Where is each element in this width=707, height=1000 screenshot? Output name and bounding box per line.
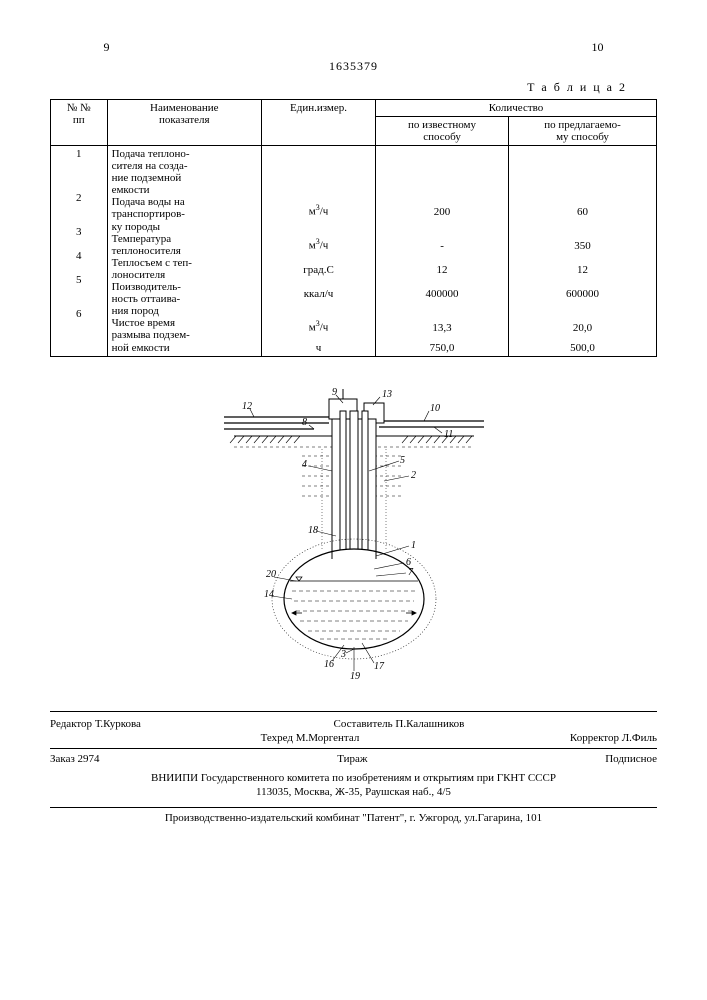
- col-header-qty-group: Количество: [376, 100, 657, 117]
- page-number-left: 9: [104, 40, 110, 55]
- cross-section-figure: 1 2 3 4 5 6 7 8 9 10 11 12 13 14 16 17 1…: [214, 381, 494, 681]
- col-header-number: № №пп: [51, 100, 108, 146]
- col-header-known: по известномуспособу: [376, 117, 509, 146]
- svg-text:1: 1: [411, 540, 416, 551]
- svg-text:13: 13: [382, 389, 392, 400]
- svg-text:12: 12: [242, 401, 252, 412]
- svg-text:4: 4: [302, 459, 307, 470]
- org-line-2: 113035, Москва, Ж-35, Раушская наб., 4/5: [50, 785, 657, 799]
- svg-text:19: 19: [350, 671, 360, 681]
- corrector: Корректор Л.Филь: [570, 732, 657, 744]
- svg-text:14: 14: [264, 589, 274, 600]
- col-header-name: Наименованиепоказателя: [107, 100, 261, 146]
- data-table: № №пп Наименованиепоказателя Един.измер.…: [50, 99, 657, 357]
- svg-text:10: 10: [430, 403, 440, 414]
- page-number-right: 10: [592, 40, 604, 55]
- footer: Редактор Т.Куркова Составитель П.Калашни…: [50, 711, 657, 825]
- document-number: 1635379: [50, 59, 657, 74]
- editor: Редактор Т.Куркова: [50, 718, 141, 730]
- svg-text:8: 8: [302, 417, 307, 428]
- subscription: Подписное: [605, 753, 657, 765]
- table-caption: Т а б л и ц а 2: [50, 80, 657, 95]
- col-header-proposed: по предлагаемо-му способу: [509, 117, 657, 146]
- svg-text:2: 2: [411, 470, 416, 481]
- svg-text:3: 3: [340, 649, 346, 660]
- col-header-unit: Един.измер.: [261, 100, 375, 146]
- svg-text:5: 5: [400, 455, 405, 466]
- svg-text:18: 18: [308, 525, 318, 536]
- org-line-1: ВНИИПИ Государственного комитета по изоб…: [50, 771, 657, 785]
- org-line-3: Производственно-издательский комбинат "П…: [50, 807, 657, 824]
- order-number: Заказ 2974: [50, 753, 100, 765]
- svg-text:11: 11: [444, 429, 453, 440]
- svg-text:16: 16: [324, 659, 334, 670]
- tirazh: Тираж: [337, 753, 367, 765]
- svg-text:20: 20: [266, 569, 276, 580]
- table-row: 1 2 3 4 5 6 Подача теплоно-сителя на соз…: [51, 146, 657, 357]
- svg-text:17: 17: [374, 661, 385, 672]
- svg-text:9: 9: [332, 387, 337, 398]
